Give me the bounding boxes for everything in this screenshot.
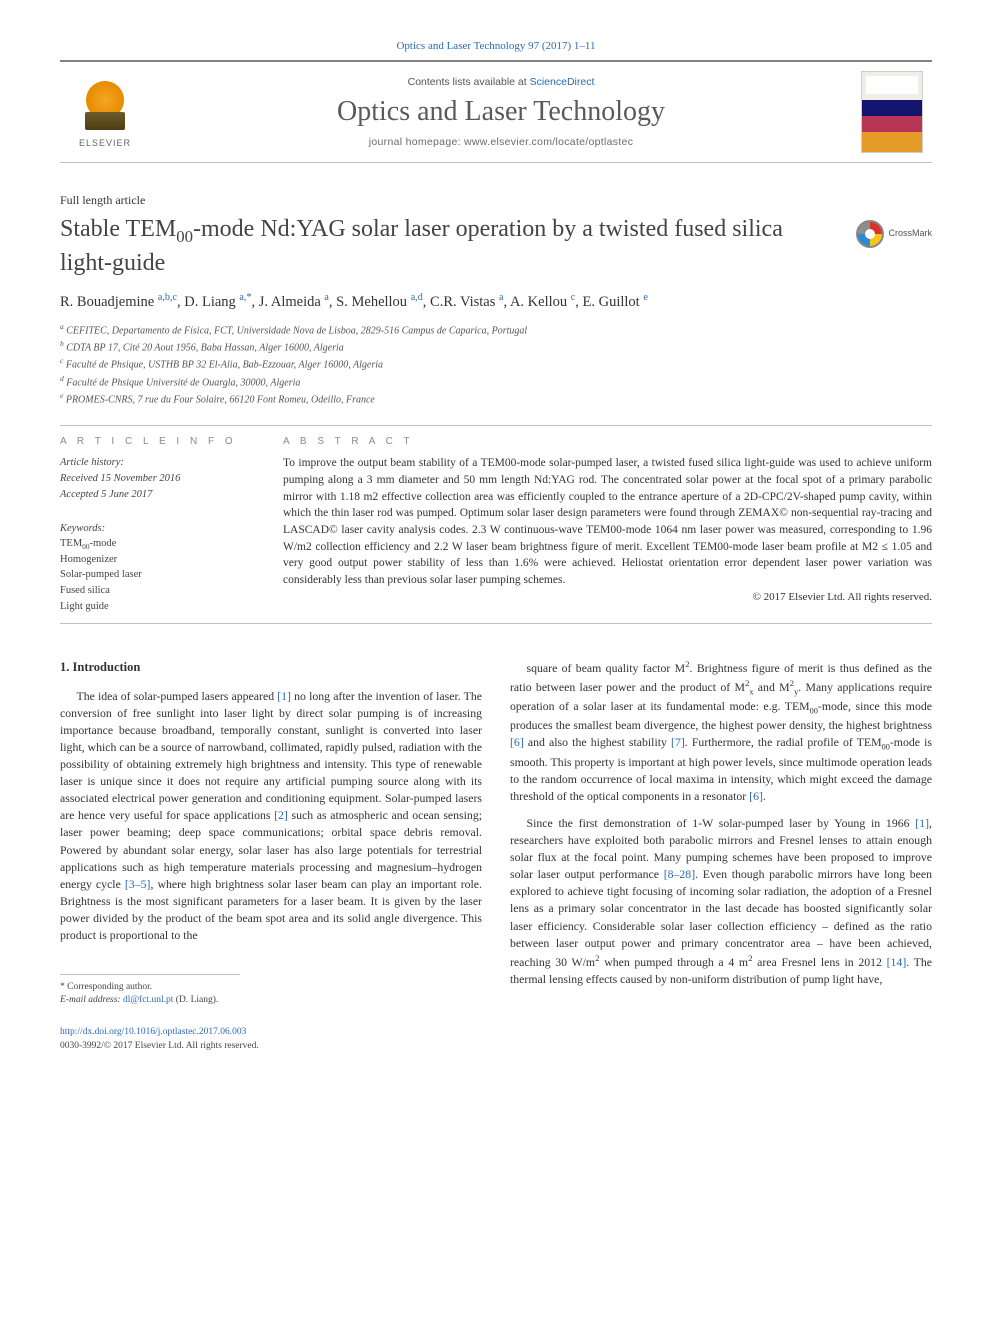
- keyword-item: Homogenizer: [60, 552, 255, 568]
- title-sub: 00: [176, 227, 193, 246]
- keyword-item: Solar-pumped laser: [60, 567, 255, 583]
- doi-block: http://dx.doi.org/10.1016/j.optlastec.20…: [60, 1026, 482, 1054]
- homepage-url[interactable]: www.elsevier.com/locate/optlastec: [464, 136, 633, 148]
- article-history: Article history: Received 15 November 20…: [60, 455, 255, 502]
- journal-cover-icon: [861, 71, 923, 153]
- masthead: ELSEVIER Contents lists available at Sci…: [60, 62, 932, 163]
- elsevier-tree-icon: [75, 76, 135, 136]
- abstract-text: To improve the output beam stability of …: [283, 455, 932, 588]
- keyword-item: Light guide: [60, 599, 255, 615]
- history-received: Received 15 November 2016: [60, 473, 180, 484]
- info-rule-top: [60, 425, 932, 426]
- keywords-label: Keywords:: [60, 523, 255, 534]
- intro-heading: 1. Introduction: [60, 658, 482, 676]
- info-rule-bottom: [60, 623, 932, 624]
- affiliation-line: b CDTA BP 17, Cité 20 Aout 1956, Baba Ha…: [60, 338, 932, 355]
- running-citation: Optics and Laser Technology 97 (2017) 1–…: [60, 40, 932, 52]
- contents-prefix: Contents lists available at: [408, 76, 530, 88]
- sciencedirect-link[interactable]: ScienceDirect: [530, 76, 595, 88]
- doi-link[interactable]: http://dx.doi.org/10.1016/j.optlastec.20…: [60, 1027, 246, 1037]
- info-abstract-row: A R T I C L E I N F O Article history: R…: [60, 436, 932, 614]
- corresponding-author: * Corresponding author. E-mail address: …: [60, 981, 482, 1008]
- affiliation-line: c Faculté de Phsique, USTHB BP 32 El-Ali…: [60, 355, 932, 372]
- issn-line: 0030-3992/© 2017 Elsevier Ltd. All right…: [60, 1041, 259, 1051]
- crossmark-icon: [856, 220, 884, 248]
- corr-email-who: (D. Liang).: [173, 995, 218, 1005]
- abstract-column: A B S T R A C T To improve the output be…: [283, 436, 932, 614]
- corr-email-link[interactable]: dl@fct.unl.pt: [123, 995, 173, 1005]
- publisher-name: ELSEVIER: [79, 138, 131, 148]
- cover-thumb-wrap: [852, 70, 932, 154]
- keyword-item: TEM00-mode: [60, 536, 255, 552]
- history-label: Article history:: [60, 457, 124, 468]
- keywords-list: TEM00-modeHomogenizerSolar-pumped laserF…: [60, 536, 255, 615]
- intro-para-1: The idea of solar-pumped lasers appeared…: [60, 688, 482, 944]
- affiliation-line: e PROMES-CNRS, 7 rue du Four Solaire, 66…: [60, 390, 932, 407]
- crossmark-label: CrossMark: [888, 228, 932, 239]
- publisher-block: ELSEVIER: [60, 70, 150, 154]
- email-label: E-mail address:: [60, 995, 121, 1005]
- journal-name: Optics and Laser Technology: [160, 96, 842, 128]
- article-title: Stable TEM00-mode Nd:YAG solar laser ope…: [60, 214, 932, 278]
- corr-label: * Corresponding author.: [60, 982, 152, 992]
- corresponding-footer: * Corresponding author. E-mail address: …: [60, 974, 482, 1053]
- homepage-prefix: journal homepage:: [369, 136, 464, 148]
- abstract-copyright: © 2017 Elsevier Ltd. All rights reserved…: [283, 591, 932, 603]
- title-pre: Stable TEM: [60, 216, 176, 242]
- affiliations: a CEFITEC, Departamento de Física, FCT, …: [60, 321, 932, 408]
- history-accepted: Accepted 5 June 2017: [60, 489, 152, 500]
- crossmark-widget[interactable]: CrossMark: [856, 220, 932, 248]
- contents-available-line: Contents lists available at ScienceDirec…: [160, 76, 842, 88]
- abstract-heading: A B S T R A C T: [283, 436, 932, 447]
- intro-para-2: square of beam quality factor M2. Bright…: [510, 658, 932, 805]
- body-two-column: 1. Introduction The idea of solar-pumped…: [60, 658, 932, 1054]
- affiliation-line: a CEFITEC, Departamento de Física, FCT, …: [60, 321, 932, 338]
- keyword-item: Fused silica: [60, 583, 255, 599]
- author-list: R. Bouadjemine a,b,c, D. Liang a,*, J. A…: [60, 292, 932, 311]
- article-info-heading: A R T I C L E I N F O: [60, 436, 255, 447]
- affiliation-line: d Faculté de Phsique Université de Ouarg…: [60, 373, 932, 390]
- masthead-center: Contents lists available at ScienceDirec…: [150, 70, 852, 154]
- article-type: Full length article: [60, 193, 932, 208]
- article-info-column: A R T I C L E I N F O Article history: R…: [60, 436, 255, 614]
- journal-homepage-line: journal homepage: www.elsevier.com/locat…: [160, 136, 842, 148]
- footnote-rule: [60, 974, 240, 975]
- intro-para-3: Since the first demonstration of 1-W sol…: [510, 815, 932, 988]
